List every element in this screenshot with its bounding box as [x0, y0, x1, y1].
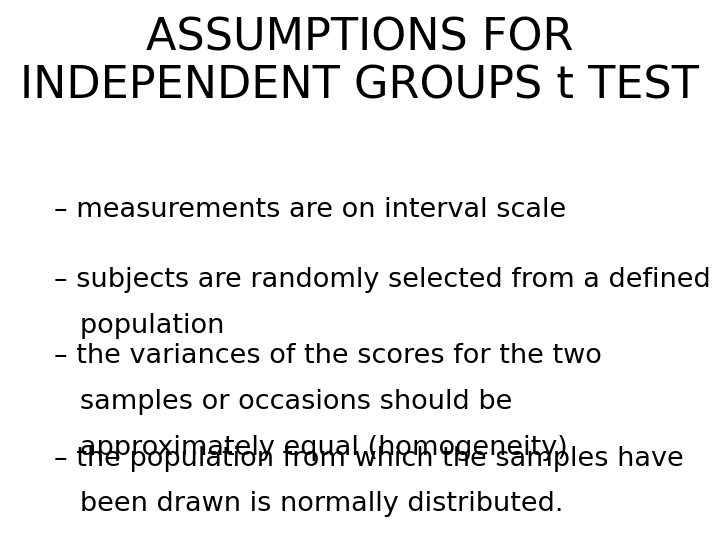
- Text: samples or occasions should be: samples or occasions should be: [54, 389, 513, 415]
- Text: – measurements are on interval scale: – measurements are on interval scale: [54, 197, 566, 223]
- Text: – subjects are randomly selected from a defined: – subjects are randomly selected from a …: [54, 267, 711, 293]
- Text: – the variances of the scores for the two: – the variances of the scores for the tw…: [54, 343, 602, 369]
- Text: – the population from which the samples have: – the population from which the samples …: [54, 446, 684, 471]
- Text: population: population: [54, 313, 225, 339]
- Text: ASSUMPTIONS FOR
INDEPENDENT GROUPS t TEST: ASSUMPTIONS FOR INDEPENDENT GROUPS t TES…: [20, 16, 700, 107]
- Text: been drawn is normally distributed.: been drawn is normally distributed.: [54, 491, 563, 517]
- Text: approximately equal (homogeneity): approximately equal (homogeneity): [54, 435, 568, 461]
